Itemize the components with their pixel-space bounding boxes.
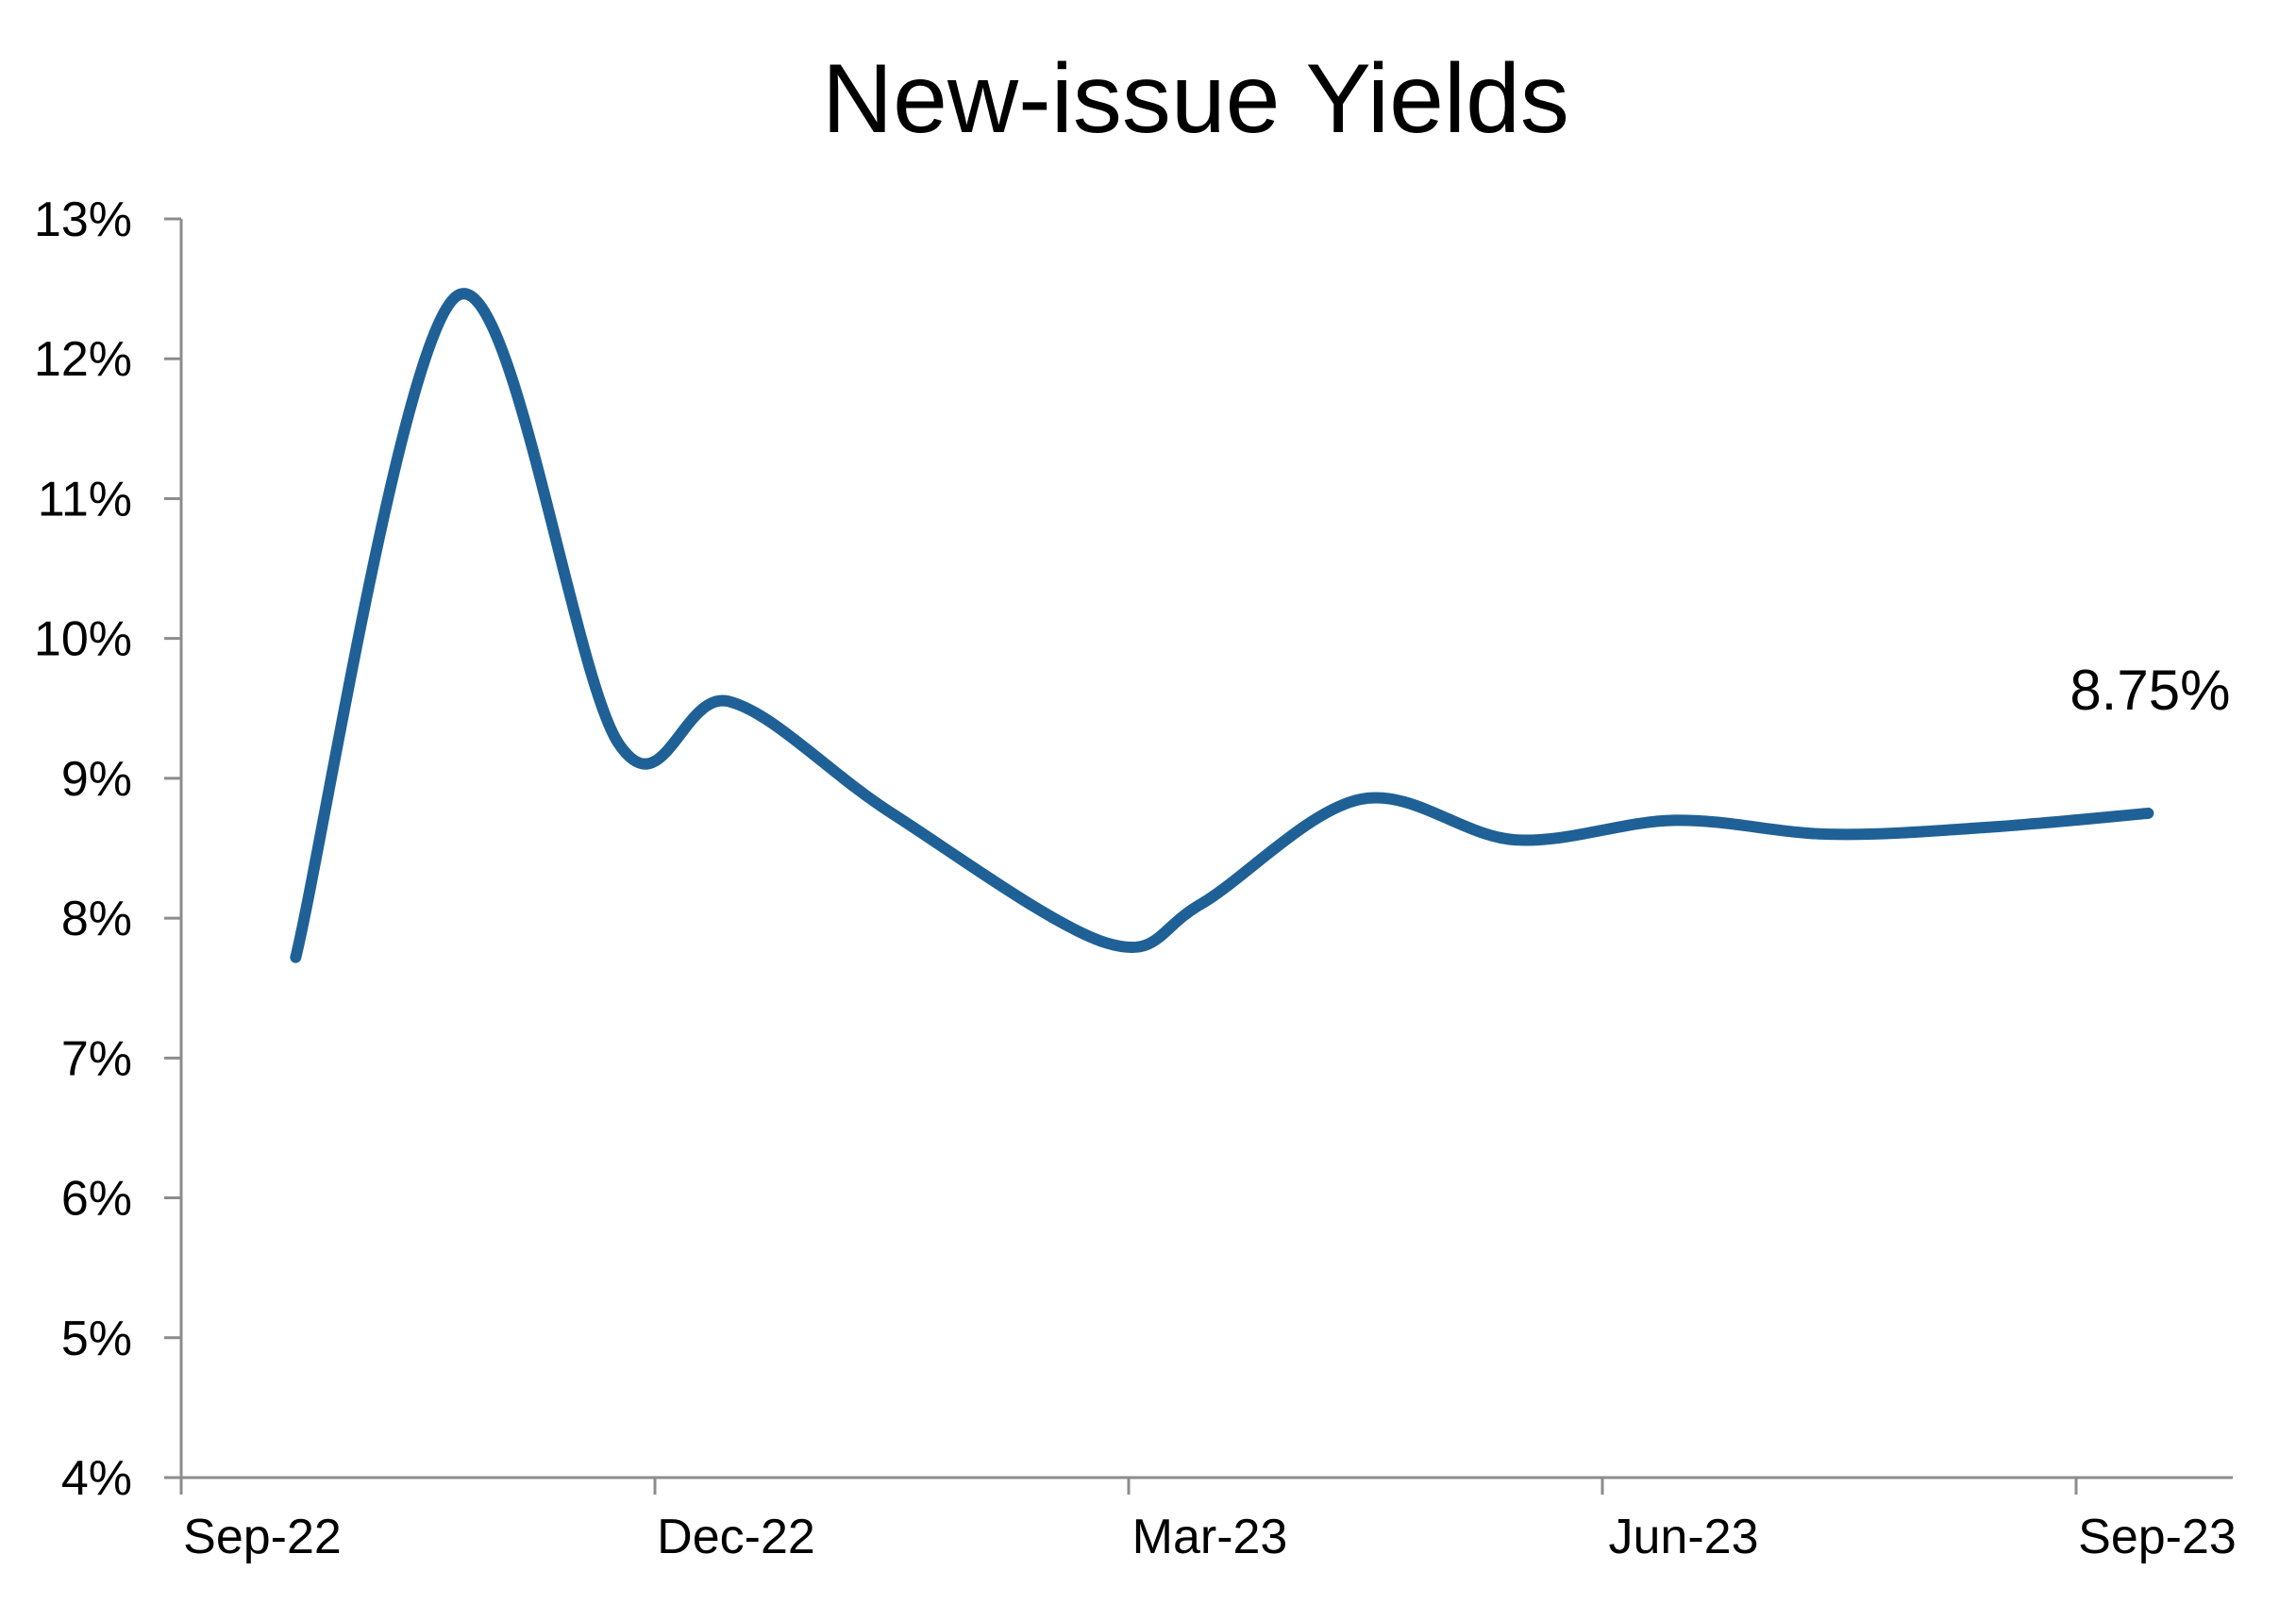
x-tick-label: Mar-23 (1132, 1510, 1288, 1564)
y-tick-label: 7% (61, 1031, 132, 1086)
y-tick-label: 5% (61, 1312, 132, 1366)
y-axis: 4% 5% 6% 7% 8% 9% 10% 11% 12% 13% (34, 192, 183, 1506)
x-tick-label: Sep-22 (183, 1510, 342, 1564)
annotation-layer: 8.75% (2070, 659, 2230, 722)
x-axis: Sep-22 Dec-22 Mar-23 Jun-23 Sep-23 (179, 1476, 2237, 1564)
x-tick-label: Sep-23 (2078, 1510, 2237, 1564)
chart-title: New-issue Yields (822, 44, 1569, 154)
x-tick-label: Dec-22 (657, 1510, 815, 1564)
y-tick-label: 6% (61, 1172, 132, 1227)
series-line (290, 288, 2154, 963)
y-tick-label: 11% (38, 472, 132, 526)
y-tick-label: 12% (34, 332, 132, 387)
y-tick-label: 9% (61, 752, 132, 807)
y-tick-label: 4% (61, 1451, 132, 1506)
y-tick-label: 8% (61, 892, 132, 946)
y-tick-label: 13% (34, 192, 132, 247)
data-label: 8.75% (2070, 659, 2230, 722)
x-tick-label: Jun-23 (1609, 1510, 1759, 1564)
series-layer (290, 288, 2154, 963)
y-tick-label: 10% (34, 612, 132, 667)
